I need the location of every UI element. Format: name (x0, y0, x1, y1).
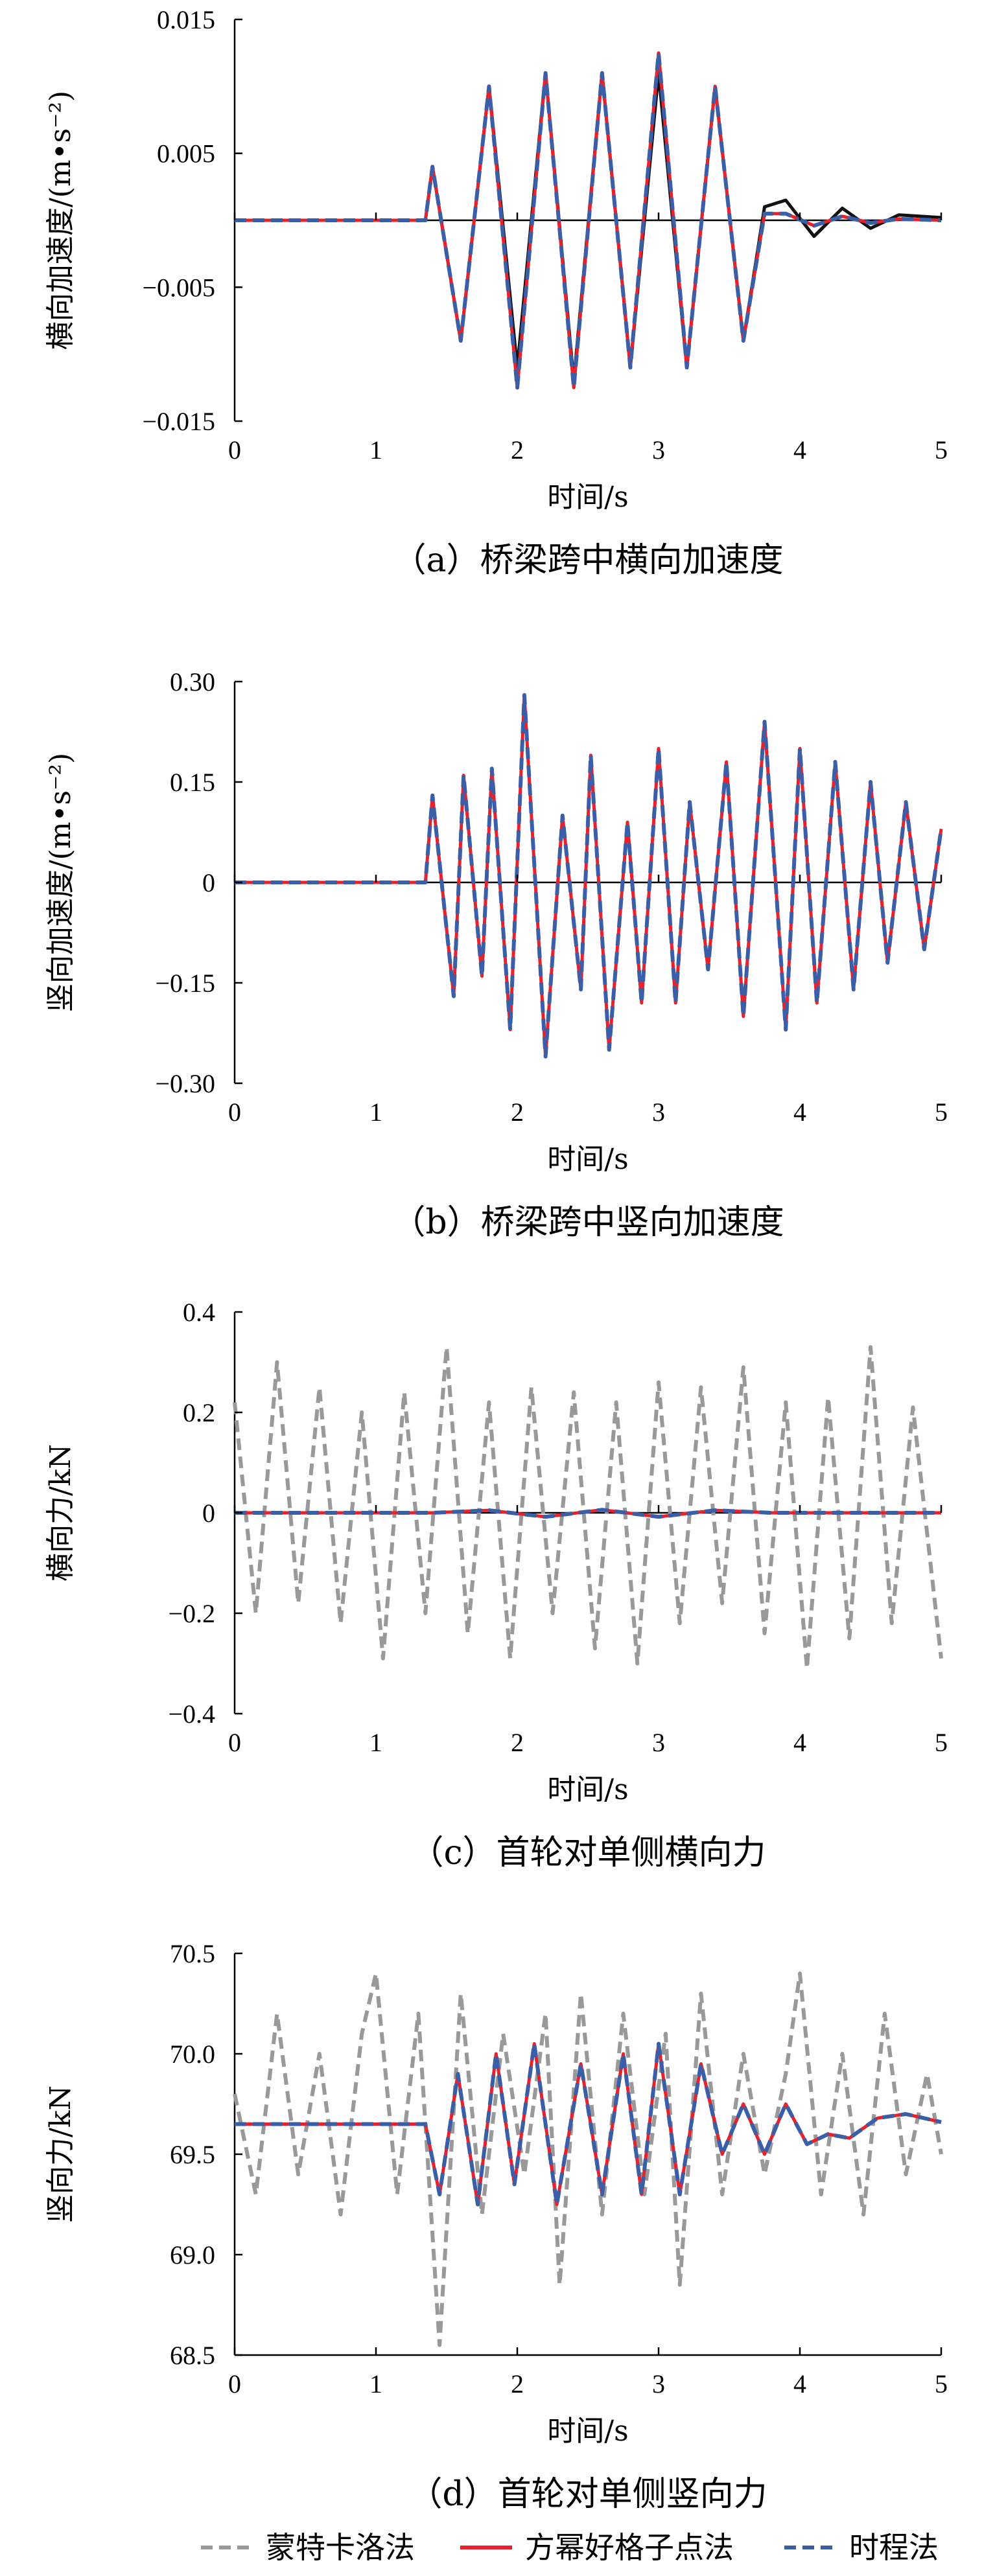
y-tick-label: 0.4 (183, 1298, 215, 1327)
y-tick-label: 0 (202, 1499, 215, 1528)
y-axis-title: 竖向加速度/(m•s⁻²) (44, 753, 77, 1012)
panel-caption: （d）首轮对单侧竖向力 (408, 2475, 767, 2514)
x-tick-label: 5 (935, 2369, 948, 2398)
x-tick-label: 3 (652, 2369, 665, 2398)
legend: 蒙特卡洛法 方幂好格子点法 时程法 (201, 2530, 939, 2565)
y-tick-label: 0.2 (183, 1398, 215, 1427)
x-tick-label: 4 (793, 1728, 806, 1757)
y-tick-label: 70.0 (170, 2040, 215, 2069)
x-tick-label: 3 (652, 1728, 665, 1757)
series-line-2 (235, 2042, 942, 2206)
panel-caption: （a）桥梁跨中横向加速度 (392, 541, 783, 580)
y-axis-title: 横向加速度/(m•s⁻²) (44, 91, 77, 350)
x-tick-label: 2 (511, 1728, 524, 1757)
legend-label-1: 蒙特卡洛法 (266, 2530, 415, 2565)
chart-panel-2: 0 1 2 3 4 5 −0.30 −0.15 0 0.15 0.30 时间/s 竖向加速度/(m•s⁻… (44, 667, 948, 1242)
x-axis-title: 时间/s (547, 481, 628, 514)
x-tick-label: 5 (935, 1728, 948, 1757)
x-tick-label: 1 (369, 2369, 382, 2398)
x-tick-label: 1 (369, 1098, 382, 1127)
x-tick-label: 1 (369, 435, 382, 465)
y-tick-label: 69.5 (170, 2140, 215, 2169)
series-line-2 (235, 693, 943, 1059)
x-axis-title: 时间/s (547, 1143, 628, 1176)
y-tick-label: −0.4 (168, 1699, 215, 1729)
y-axis-title: 横向力/kN (44, 1444, 77, 1581)
panel-caption: （b）桥梁跨中竖向加速度 (392, 1203, 784, 1242)
legend-label-3: 时程法 (849, 2530, 939, 2565)
x-tick-label: 5 (935, 435, 948, 465)
y-tick-label: −0.30 (155, 1069, 215, 1098)
legend-label-2: 方幂好格子点法 (525, 2530, 734, 2565)
y-tick-label: −0.15 (155, 969, 215, 998)
y-tick-label: 0.015 (157, 5, 215, 34)
x-tick-label: 0 (228, 1728, 241, 1757)
series-line-1 (235, 693, 943, 1059)
y-tick-label: −0.015 (142, 407, 215, 436)
y-tick-label: −0.2 (168, 1599, 215, 1628)
y-tick-label: 0.005 (157, 139, 215, 168)
x-tick-label: 1 (369, 1728, 382, 1757)
y-tick-label: −0.005 (142, 273, 215, 302)
y-tick-label: 0.30 (170, 667, 215, 696)
y-axis-title: 竖向力/kN (44, 2086, 77, 2223)
x-axis-title: 时间/s (547, 1773, 628, 1806)
series-line-3 (235, 1508, 941, 1519)
series-line-1 (233, 1972, 943, 2347)
x-tick-label: 4 (793, 2369, 806, 2398)
y-tick-label: 0.15 (170, 768, 215, 797)
x-tick-label: 4 (793, 1098, 806, 1127)
chart-panel-4: 0 1 2 3 4 5 68.5 69.0 69.5 70.0 70.5 时间/s 竖向力/kN （d）首… (44, 1939, 948, 2514)
y-tick-label: 68.5 (170, 2341, 215, 2370)
y-tick-label: 0 (202, 868, 215, 897)
x-tick-label: 0 (228, 2369, 241, 2398)
x-axis-title: 时间/s (547, 2415, 628, 2448)
x-tick-label: 5 (935, 1098, 948, 1127)
panel-caption: （c）首轮对单侧横向力 (410, 1834, 766, 1872)
x-tick-label: 2 (511, 2369, 524, 2398)
y-tick-label: 69.0 (170, 2240, 215, 2270)
chart-panel-3: 0 1 2 3 4 5 −0.4 −0.2 0 0.2 0.4 时间/s 横向力/kN （c）首轮对单侧横… (44, 1298, 948, 1872)
x-tick-label: 0 (228, 1098, 241, 1127)
series-line-1 (233, 1345, 943, 1671)
series-line-3 (235, 2041, 942, 2207)
x-tick-label: 3 (652, 1098, 665, 1127)
series-line-3 (235, 51, 942, 390)
chart-panel-1: 0 1 2 3 4 5 −0.015 −0.005 0.005 0.015 时间/s 横向加速度/(m… (44, 5, 948, 580)
y-tick-label: 70.5 (170, 1939, 215, 1968)
x-tick-label: 0 (228, 435, 241, 465)
x-tick-label: 4 (793, 435, 806, 465)
x-tick-label: 3 (652, 435, 665, 465)
x-tick-label: 2 (511, 435, 524, 465)
x-tick-label: 2 (511, 1098, 524, 1127)
